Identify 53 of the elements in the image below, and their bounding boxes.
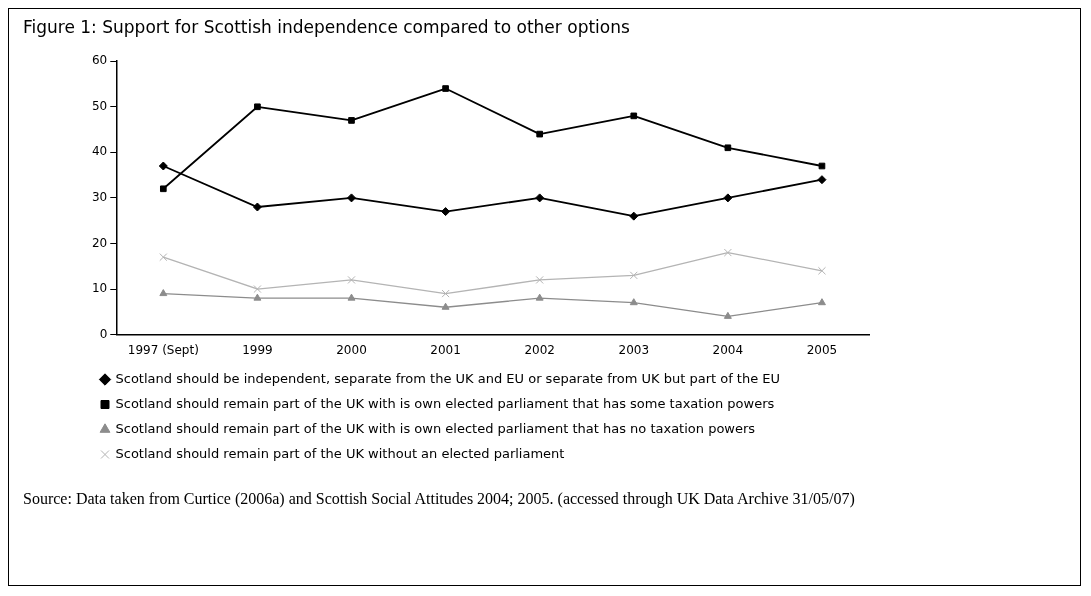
point bbox=[159, 289, 168, 297]
point bbox=[535, 193, 545, 203]
legend-label: Scotland should remain part of the UK with is own elected parliament that has some taxation powers bbox=[115, 395, 775, 411]
point bbox=[724, 144, 732, 152]
point bbox=[723, 311, 732, 319]
point bbox=[347, 275, 356, 284]
point bbox=[348, 117, 355, 124]
point bbox=[253, 293, 262, 301]
point bbox=[817, 175, 827, 185]
y-tick-label: 60 bbox=[91, 53, 108, 68]
point bbox=[441, 289, 450, 298]
legend-label: Scotland should remain part of the UK without an elected parliament bbox=[115, 445, 565, 461]
point bbox=[441, 207, 451, 217]
point bbox=[630, 112, 638, 120]
chart-title: Figure 1: Support for Scottish independence compared to other options bbox=[23, 17, 630, 37]
point bbox=[629, 298, 638, 306]
point bbox=[159, 185, 167, 193]
x-tick-label: 2000 bbox=[336, 342, 367, 357]
y-tick-label: 20 bbox=[91, 235, 108, 250]
y-tick-label: 10 bbox=[91, 281, 108, 296]
point bbox=[347, 193, 356, 203]
point bbox=[629, 211, 639, 221]
point bbox=[253, 285, 262, 294]
point bbox=[159, 253, 168, 262]
y-tick-label: 0 bbox=[99, 326, 108, 341]
source-note: Source: Data taken from Curtice (2006a) and Scottish Social Attitudes 2004; 2005. (accessed through UK Data Archive 31/05/07) bbox=[23, 489, 856, 510]
x-tick-label: 2001 bbox=[430, 342, 461, 357]
point bbox=[158, 161, 168, 171]
point bbox=[252, 202, 262, 212]
x-tick-label: 2004 bbox=[712, 342, 744, 357]
point bbox=[723, 248, 732, 257]
point bbox=[817, 298, 826, 306]
point bbox=[536, 130, 544, 138]
x-tick-label: 2005 bbox=[806, 342, 838, 357]
y-tick-label: 40 bbox=[91, 144, 108, 159]
point bbox=[818, 162, 826, 170]
legend-label: Scotland should remain part of the UK with is own elected parliament that has no taxation powers bbox=[115, 420, 756, 436]
point bbox=[254, 103, 261, 111]
point bbox=[817, 266, 826, 275]
point bbox=[535, 275, 544, 284]
point bbox=[442, 85, 449, 92]
point bbox=[347, 293, 356, 301]
point bbox=[441, 302, 450, 310]
y-tick-label: 50 bbox=[91, 98, 108, 113]
x-tick-label: 1997 (Sept) bbox=[127, 342, 199, 357]
x-tick-label: 1999 bbox=[242, 342, 273, 357]
legend-label: Scotland should be independent, separate from the UK and EU or separate from UK but part of the EU bbox=[115, 370, 781, 386]
point bbox=[535, 293, 544, 301]
point bbox=[629, 271, 638, 280]
y-tick-label: 30 bbox=[91, 190, 108, 205]
point bbox=[723, 193, 733, 203]
x-tick-label: 2003 bbox=[618, 342, 650, 357]
x-tick-label: 2002 bbox=[524, 342, 555, 357]
